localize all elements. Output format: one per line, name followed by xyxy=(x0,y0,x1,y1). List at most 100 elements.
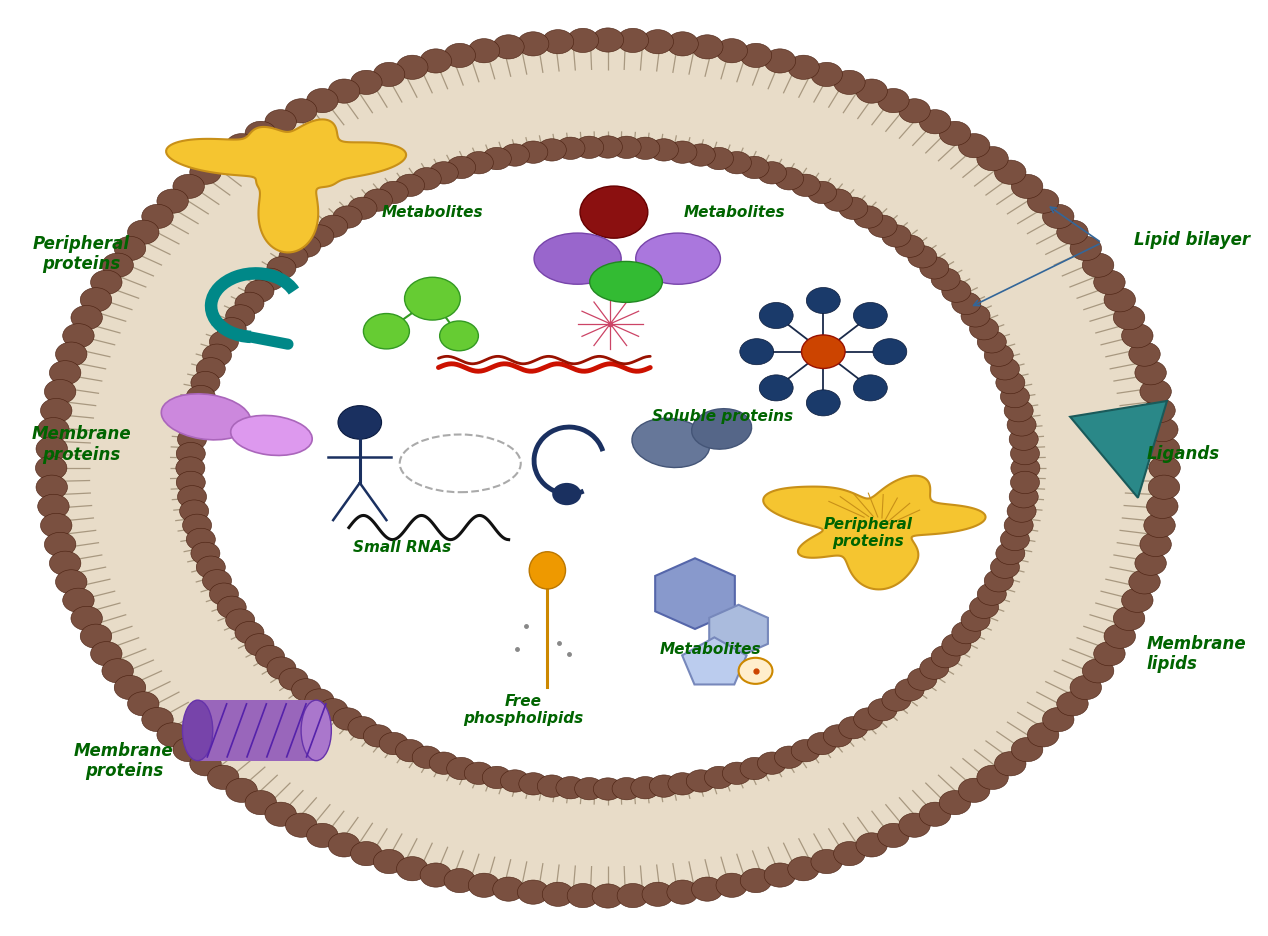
Ellipse shape xyxy=(51,40,1164,896)
Circle shape xyxy=(612,778,642,800)
Circle shape xyxy=(430,752,458,774)
Circle shape xyxy=(838,717,867,739)
Circle shape xyxy=(649,139,678,161)
Circle shape xyxy=(304,689,333,711)
Text: Metabolites: Metabolites xyxy=(685,205,786,220)
Circle shape xyxy=(994,160,1026,184)
Circle shape xyxy=(552,483,581,505)
Circle shape xyxy=(686,144,715,167)
Text: Peripheral
proteins: Peripheral proteins xyxy=(33,235,131,273)
Circle shape xyxy=(217,596,246,619)
Circle shape xyxy=(895,679,924,701)
Circle shape xyxy=(881,689,910,711)
Circle shape xyxy=(705,147,733,169)
Circle shape xyxy=(592,884,624,908)
Circle shape xyxy=(292,679,321,701)
Circle shape xyxy=(41,399,72,423)
Circle shape xyxy=(1149,456,1181,480)
Circle shape xyxy=(593,778,623,800)
Text: Lipid bilayer: Lipid bilayer xyxy=(1135,231,1250,249)
Circle shape xyxy=(757,162,786,184)
Circle shape xyxy=(446,156,476,179)
Circle shape xyxy=(351,70,382,95)
Circle shape xyxy=(292,235,321,257)
Circle shape xyxy=(245,122,276,145)
Text: Metabolites: Metabolites xyxy=(659,642,762,657)
Circle shape xyxy=(1070,676,1102,699)
Circle shape xyxy=(318,698,347,721)
Polygon shape xyxy=(656,558,735,629)
Circle shape xyxy=(853,302,888,329)
Circle shape xyxy=(760,302,794,329)
Circle shape xyxy=(396,739,425,762)
Circle shape xyxy=(808,732,837,754)
Circle shape xyxy=(304,225,333,247)
Circle shape xyxy=(1012,174,1042,198)
Circle shape xyxy=(668,773,697,795)
Circle shape xyxy=(468,873,500,898)
Text: Free
phospholipids: Free phospholipids xyxy=(463,694,583,726)
Circle shape xyxy=(942,280,971,302)
Circle shape xyxy=(555,777,585,799)
Circle shape xyxy=(942,634,971,656)
Circle shape xyxy=(952,622,981,644)
Circle shape xyxy=(180,414,209,436)
Circle shape xyxy=(543,883,573,906)
Circle shape xyxy=(203,344,232,366)
Circle shape xyxy=(1009,428,1038,450)
Circle shape xyxy=(1083,253,1113,277)
Circle shape xyxy=(501,144,530,167)
Polygon shape xyxy=(709,605,768,657)
Circle shape xyxy=(178,486,207,508)
Circle shape xyxy=(142,708,174,732)
Circle shape xyxy=(976,766,1008,789)
Circle shape xyxy=(38,417,70,442)
Circle shape xyxy=(493,877,524,901)
Circle shape xyxy=(1027,189,1059,213)
Text: Small RNAs: Small RNAs xyxy=(353,539,451,555)
Circle shape xyxy=(1011,457,1040,479)
Circle shape xyxy=(36,475,67,499)
Circle shape xyxy=(716,38,747,63)
Ellipse shape xyxy=(631,418,710,467)
Ellipse shape xyxy=(208,161,1007,775)
Ellipse shape xyxy=(590,261,662,302)
Circle shape xyxy=(976,147,1008,170)
Circle shape xyxy=(1000,386,1030,408)
Circle shape xyxy=(1083,659,1113,683)
Circle shape xyxy=(396,174,425,197)
Circle shape xyxy=(347,717,377,739)
Circle shape xyxy=(172,174,204,198)
Circle shape xyxy=(1011,443,1040,465)
Circle shape xyxy=(723,152,752,174)
Circle shape xyxy=(62,588,94,612)
Circle shape xyxy=(801,335,844,369)
Circle shape xyxy=(245,280,274,302)
Text: Soluble proteins: Soluble proteins xyxy=(652,409,794,424)
Circle shape xyxy=(328,833,360,857)
Circle shape xyxy=(667,880,699,904)
Circle shape xyxy=(895,235,924,257)
Circle shape xyxy=(519,141,548,163)
Circle shape xyxy=(1135,551,1167,576)
Circle shape xyxy=(1129,342,1160,366)
Circle shape xyxy=(190,752,221,776)
Circle shape xyxy=(1070,237,1102,260)
Circle shape xyxy=(1027,723,1059,747)
Circle shape xyxy=(994,752,1026,776)
Circle shape xyxy=(373,850,404,873)
Circle shape xyxy=(245,634,274,656)
Circle shape xyxy=(1004,400,1033,422)
Circle shape xyxy=(970,317,999,340)
Circle shape xyxy=(517,32,549,56)
Circle shape xyxy=(265,802,297,826)
Circle shape xyxy=(226,609,255,631)
Circle shape xyxy=(959,778,990,802)
Circle shape xyxy=(705,767,733,789)
Circle shape xyxy=(197,556,226,578)
Circle shape xyxy=(642,883,673,906)
Circle shape xyxy=(881,225,910,247)
Circle shape xyxy=(268,256,295,279)
Circle shape xyxy=(90,641,122,665)
Ellipse shape xyxy=(534,233,621,285)
